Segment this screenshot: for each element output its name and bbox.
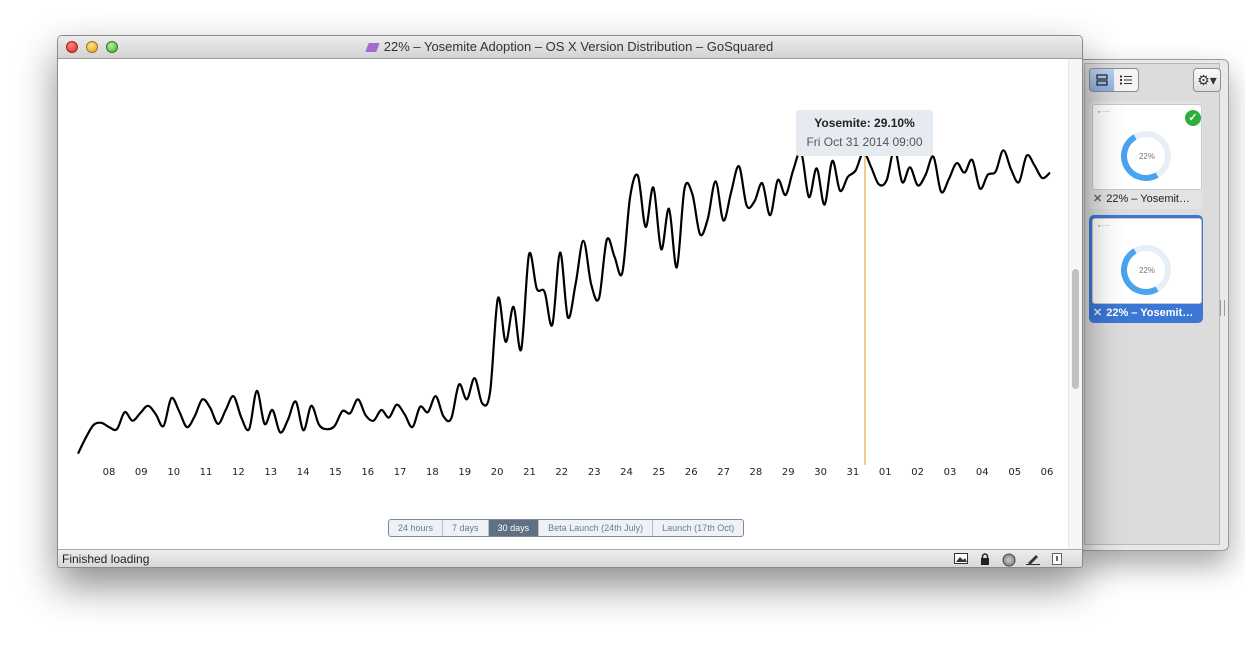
x-tick-label: 04 — [976, 467, 989, 478]
x-tick-label: 01 — [879, 467, 892, 478]
lock-icon[interactable] — [978, 553, 992, 565]
x-tick-label: 09 — [135, 467, 148, 478]
page-thumbnail: ● ─── 22% ✓ — [1092, 104, 1202, 190]
x-tick-label: 02 — [911, 467, 924, 478]
view-mode-toggle[interactable] — [1089, 68, 1139, 92]
card-title: 22% – Yosemit… — [1106, 307, 1194, 319]
drawer-resize-handle[interactable] — [1220, 300, 1225, 316]
list-view-icon — [1120, 75, 1132, 85]
x-tick-label: 29 — [782, 467, 795, 478]
scrollbar-thumb[interactable] — [1072, 269, 1079, 389]
thumbnail-header: ● ─── — [1098, 223, 1111, 228]
page-content: 08 09 10 11 12 13 14 15 16 17 18 19 20 21 22 23 24 25 26 27… — [58, 59, 1066, 549]
tooltip-date: Fri Oct 31 2014 09:00 — [806, 135, 923, 149]
x-tick-label: 12 — [232, 467, 245, 478]
x-tick-label: 28 — [750, 467, 763, 478]
x-tick-label: 27 — [717, 467, 730, 478]
card-label: ✕ 22% – Yosemit… — [1093, 306, 1199, 319]
time-range-selector: 24 hours 7 days 30 days Beta Launch (24th J… — [388, 519, 745, 537]
x-tick-label: 21 — [523, 467, 536, 478]
zoom-window-button[interactable] — [106, 41, 118, 53]
browser-window: 22% – Yosemite Adoption – OS X Version D… — [57, 35, 1083, 568]
close-window-button[interactable] — [66, 41, 78, 53]
x-tick-label: 24 — [620, 467, 633, 478]
x-tick-label: 14 — [297, 467, 310, 478]
minimize-window-button[interactable] — [86, 41, 98, 53]
range-button-2[interactable]: 30 days — [488, 520, 540, 536]
thumbnail-value: 22% — [1138, 152, 1155, 161]
range-button-1[interactable]: 7 days — [443, 520, 489, 536]
grid-view-button[interactable] — [1090, 69, 1114, 91]
status-bar: Finished loading — [58, 549, 1082, 567]
x-tick-label: 06 — [1041, 467, 1054, 478]
x-tick-label: 26 — [685, 467, 698, 478]
thumbnail-value: 22% — [1138, 266, 1155, 275]
x-tick-label: 19 — [458, 467, 471, 478]
checkmark-icon: ✓ — [1185, 110, 1201, 126]
gear-icon: ⚙▾ — [1197, 71, 1217, 88]
vertical-scrollbar[interactable] — [1068, 59, 1082, 549]
thumbnail-gauge — [1121, 131, 1171, 181]
card-title: 22% – Yosemit… — [1106, 193, 1190, 205]
x-tick-label: 08 — [103, 467, 116, 478]
series-line-yosemite[interactable] — [77, 148, 1051, 455]
x-tick-label: 17 — [394, 467, 407, 478]
close-icon[interactable]: ✕ — [1093, 307, 1103, 319]
x-tick-label: 30 — [814, 467, 827, 478]
x-tick-label: 10 — [167, 467, 180, 478]
adoption-line-chart[interactable]: 08 09 10 11 12 13 14 15 16 17 18 19 20 21 22 23 24 25 26 27… — [58, 59, 1066, 549]
window-title: 22% – Yosemite Adoption – OS X Version D… — [58, 39, 1082, 54]
pencil-icon[interactable] — [1026, 553, 1040, 565]
thumbnail-gauge — [1121, 245, 1171, 295]
range-button-4[interactable]: Launch (17th Oct) — [662, 523, 735, 533]
grid-view-icon — [1096, 74, 1108, 86]
tooltip-value: Yosemite: 29.10% — [814, 116, 915, 130]
x-tick-label: 11 — [200, 467, 213, 478]
image-icon[interactable] — [954, 553, 968, 565]
card-label: ✕ 22% – Yosemit… — [1093, 192, 1199, 205]
close-icon[interactable]: ✕ — [1093, 193, 1103, 205]
x-tick-label: 13 — [264, 467, 277, 478]
title-bar[interactable]: 22% – Yosemite Adoption – OS X Version D… — [58, 36, 1082, 59]
range-button-3[interactable]: Beta Launch (24th July) — [539, 520, 654, 536]
chart-tooltip: Yosemite: 29.10% Fri Oct 31 2014 09:00 — [796, 110, 933, 156]
x-tick-label: 03 — [944, 467, 957, 478]
status-text: Finished loading — [62, 552, 150, 566]
x-tick-label: 16 — [361, 467, 374, 478]
gear-menu-button[interactable]: ⚙▾ — [1193, 68, 1221, 92]
window-title-text: 22% – Yosemite Adoption – OS X Version D… — [383, 39, 774, 54]
drawer-panel: ⚙▾ ● ─── 22% ✓ ✕ 22% – Yosemit… ● ─── 22% — [1084, 63, 1221, 545]
x-tick-label: 15 — [329, 467, 342, 478]
x-tick-label: 20 — [491, 467, 504, 478]
x-tick-label: 05 — [1008, 467, 1021, 478]
range-button-0[interactable]: 24 hours — [389, 520, 444, 536]
x-tick-label: 31 — [847, 467, 860, 478]
thumbnail-header: ● ─── — [1098, 109, 1111, 114]
page-thumbnail: ● ─── 22% — [1092, 218, 1202, 304]
resize-grip-icon[interactable] — [1050, 553, 1064, 565]
document-card[interactable]: ● ─── 22% ✓ ✕ 22% – Yosemit… — [1089, 101, 1203, 209]
document-card-selected[interactable]: ● ─── 22% ✕ 22% – Yosemit… — [1089, 215, 1203, 323]
favicon-icon — [365, 43, 380, 53]
document-drawer: ⚙▾ ● ─── 22% ✓ ✕ 22% – Yosemit… ● ─── 22% — [1080, 59, 1229, 551]
x-tick-label: 25 — [653, 467, 666, 478]
globe-icon[interactable] — [1002, 553, 1016, 567]
x-tick-label: 22 — [555, 467, 568, 478]
list-view-button[interactable] — [1114, 69, 1138, 91]
x-tick-label: 23 — [588, 467, 601, 478]
x-tick-label: 18 — [426, 467, 439, 478]
